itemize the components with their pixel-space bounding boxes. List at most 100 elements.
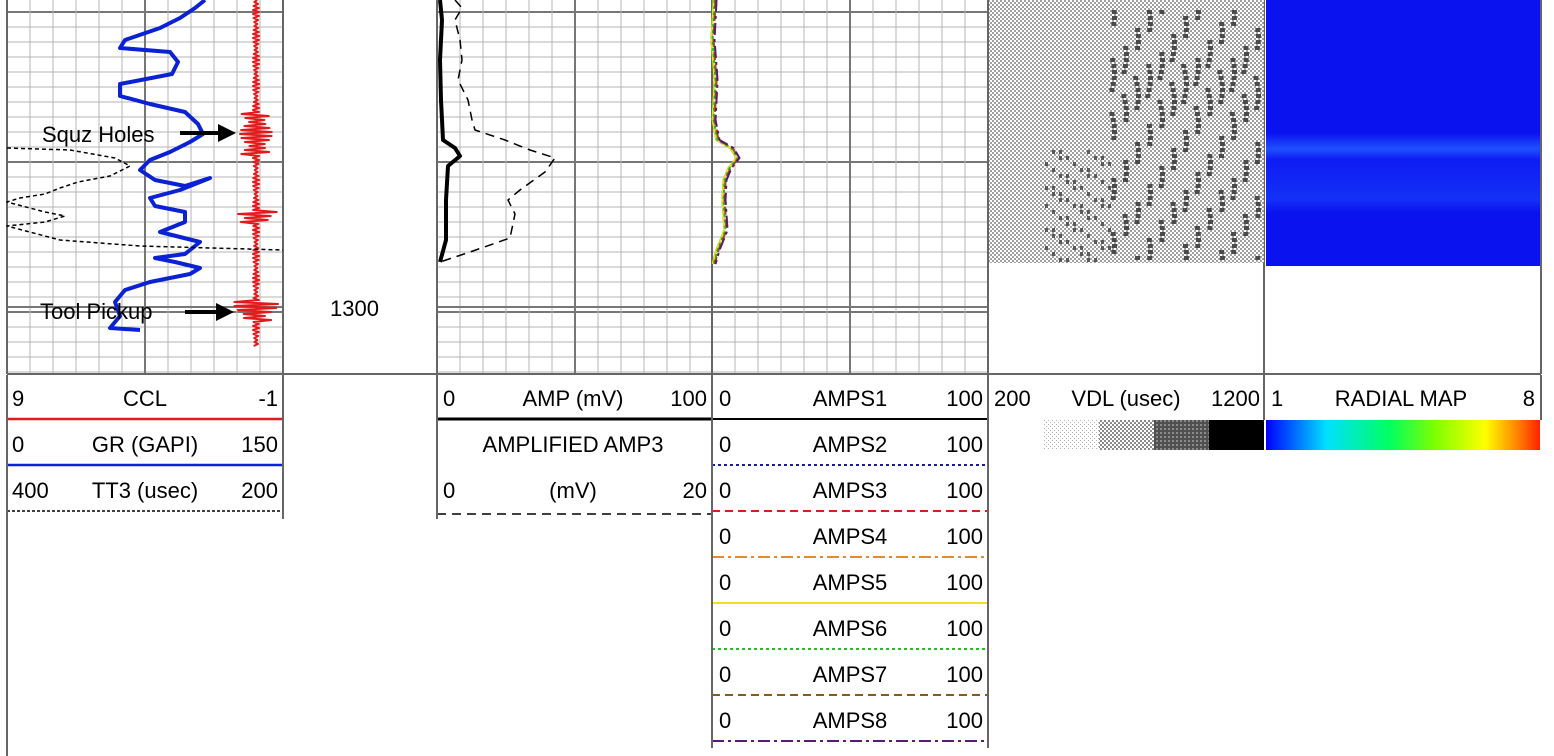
- vdl-arrival: [1241, 94, 1247, 98]
- vdl-arrival: [1087, 216, 1090, 220]
- vdl-arrival: [1243, 220, 1249, 224]
- vdl-arrival: [1253, 76, 1259, 80]
- vdl-arrival: [1146, 238, 1152, 242]
- vdl-arrival: [1159, 238, 1165, 242]
- header-vdl: 200 VDL (usec) 1200: [994, 386, 1264, 450]
- vdl-arrival: [1219, 28, 1225, 32]
- vdl-arrival: [1255, 142, 1261, 146]
- vdl-arrival: [1254, 160, 1260, 164]
- header-title: AMPLIFIED AMP3: [483, 432, 664, 457]
- vdl-arrival: [1108, 246, 1111, 250]
- vdl-arrival: [1111, 184, 1117, 188]
- vdl-arrival: [1229, 88, 1235, 92]
- vdl-arrival: [1147, 82, 1153, 86]
- header-min: 0: [719, 662, 731, 687]
- vdl-arrival: [1219, 196, 1225, 200]
- header-name: RADIAL MAP: [1335, 386, 1467, 411]
- vdl-arrival: [1219, 208, 1225, 212]
- vdl-arrival: [1101, 180, 1104, 184]
- vdl-arrival: [1231, 10, 1237, 14]
- header-min: 0: [719, 432, 731, 457]
- vdl-arrival: [1109, 112, 1115, 116]
- vdl-arrival: [1183, 250, 1189, 254]
- vdl-arrival: [1183, 148, 1189, 152]
- header-unit: (mV): [549, 478, 597, 503]
- vdl-arrival: [1205, 64, 1211, 68]
- vdl-arrival: [1231, 118, 1237, 122]
- header-max: 200: [241, 478, 278, 503]
- vdl-arrival: [1255, 94, 1261, 98]
- vdl-arrival: [1181, 100, 1187, 104]
- vdl-arrival: [1229, 112, 1235, 116]
- vdl-arrival: [1122, 178, 1128, 182]
- vdl-arrival: [1207, 112, 1213, 116]
- vdl-arrival: [1122, 64, 1128, 68]
- vdl-arrival: [1134, 106, 1140, 110]
- vdl-arrival: [1134, 82, 1140, 86]
- vdl-arrival: [1159, 58, 1165, 62]
- header-min: 0: [719, 386, 731, 411]
- vdl-arrival: [1195, 178, 1201, 182]
- header-max: 8: [1523, 386, 1535, 411]
- vdl-arrival: [1146, 202, 1152, 206]
- vdl-arrival: [1206, 172, 1212, 176]
- vdl-arrival: [1255, 154, 1261, 158]
- vdl-arrival: [1243, 58, 1249, 62]
- vdl-arrival: [1111, 178, 1117, 182]
- vdl-arrival: [1123, 52, 1129, 56]
- vdl-arrival: [1159, 232, 1165, 236]
- vdl-arrival: [1157, 76, 1163, 80]
- header-min: 0: [719, 524, 731, 549]
- vdl-arrival: [1121, 94, 1127, 98]
- header-max: 150: [241, 432, 278, 457]
- vdl-arrival: [1231, 190, 1237, 194]
- vdl-arrival: [1147, 136, 1153, 140]
- tt3-curve: [6, 147, 284, 251]
- header-min: 0: [443, 478, 455, 503]
- vdl-arrival: [1159, 124, 1165, 128]
- header-name: AMP (mV): [522, 386, 623, 411]
- vdl-arrival: [1231, 250, 1237, 254]
- vdl-arrival: [1206, 58, 1212, 62]
- vdl-arrival: [1243, 46, 1249, 50]
- vdl-arrival: [1123, 166, 1129, 170]
- vdl-arrival: [1170, 112, 1176, 116]
- vdl-arrival: [1052, 210, 1055, 214]
- vdl-arrival: [1255, 88, 1261, 92]
- vdl-colorbar-segment: [1209, 420, 1264, 450]
- vdl-arrival: [1195, 58, 1201, 62]
- vdl-arrival: [1123, 232, 1129, 236]
- vdl-arrival: [1207, 52, 1213, 56]
- header-name: AMPS8: [813, 708, 888, 733]
- header-amps1: 0 AMPS1 100: [712, 386, 988, 420]
- vdl-arrival: [1087, 168, 1090, 172]
- radial-map-track: [1266, 0, 1540, 266]
- header-max: 100: [946, 524, 983, 549]
- vdl-arrival: [1135, 154, 1141, 158]
- vdl-arrival: [1218, 154, 1224, 158]
- vdl-arrival: [1094, 216, 1097, 220]
- header-amps7: 0 AMPS7 100: [712, 662, 988, 696]
- vdl-arrival: [1194, 226, 1200, 230]
- vdl-arrival: [1182, 70, 1188, 74]
- vdl-arrival: [1170, 202, 1176, 206]
- vdl-arrival: [1087, 150, 1090, 154]
- vdl-arrival: [1052, 168, 1055, 172]
- vdl-arrival: [1059, 156, 1062, 160]
- vdl-arrival: [1219, 256, 1225, 260]
- header-name: TT3 (usec): [92, 478, 198, 503]
- grid-track-3: [711, 0, 989, 374]
- vdl-arrival: [1147, 256, 1153, 260]
- vdl-arrival: [1195, 124, 1201, 128]
- vdl-arrival: [1094, 240, 1097, 244]
- vdl-arrival: [1145, 94, 1151, 98]
- header-tt3: 400 TT3 (usec) 200: [7, 478, 283, 512]
- vdl-arrival: [1135, 34, 1141, 38]
- vdl-arrival: [1135, 100, 1141, 104]
- vdl-arrival: [1171, 220, 1177, 224]
- vdl-arrival: [1136, 94, 1141, 98]
- vdl-arrival: [1087, 174, 1090, 178]
- squz-holes-label: Squz Holes: [42, 122, 155, 147]
- vdl-arrival: [1135, 88, 1141, 92]
- vdl-arrival: [1066, 240, 1069, 244]
